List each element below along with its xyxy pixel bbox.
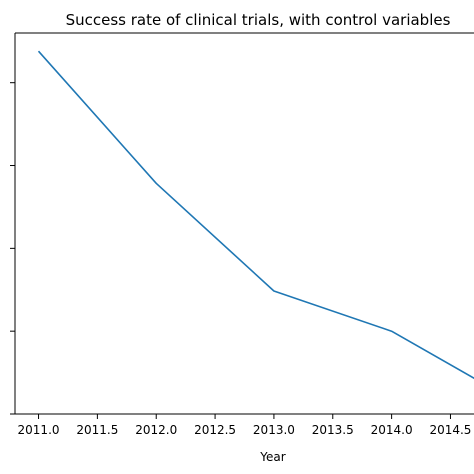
chart-title: Success rate of clinical trials, with co… [66, 11, 451, 29]
x-tick-label: 2014.5 [429, 423, 471, 437]
x-tick-label: 2014.0 [371, 423, 413, 437]
plot-area: 2011.0 2011.5 2012.0 2012.5 2013.0 2013.5 2014… [10, 32, 474, 437]
x-tick-label: 2012.5 [194, 423, 236, 437]
x-tick-label: 2013.5 [312, 423, 354, 437]
x-tick-label: 2011.5 [76, 423, 118, 437]
x-tick-label: 2013.0 [253, 423, 295, 437]
series-line [37, 50, 474, 380]
x-axis-label: Year [259, 450, 285, 464]
x-tick-label: 2012.0 [135, 423, 177, 437]
x-tick-label: 2011.0 [18, 423, 60, 437]
